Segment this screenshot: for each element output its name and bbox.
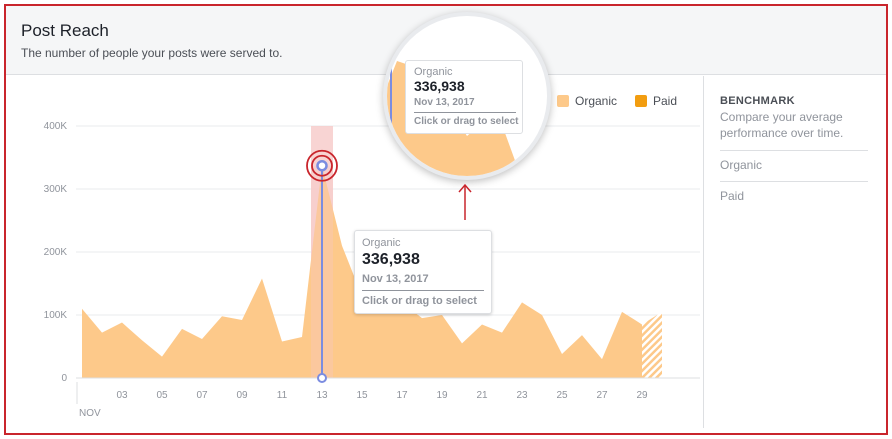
benchmark-title: BENCHMARK [720, 95, 795, 107]
x-tick-label: 25 [556, 390, 568, 401]
organic-swatch [557, 95, 569, 107]
x-tick-label: 17 [396, 390, 408, 401]
data-tooltip: Organic 336,938 Nov 13, 2017 Click or dr… [354, 230, 492, 314]
tooltip-divider [362, 290, 484, 291]
x-tick-label: 13 [316, 390, 328, 401]
y-tick-label: 400K [44, 121, 68, 132]
page-subtitle: The number of people your posts were ser… [21, 46, 283, 60]
y-tick-label: 100K [44, 310, 68, 321]
organic-area-partial [642, 311, 662, 378]
tooltip-series: Organic [362, 237, 401, 249]
magnified-tooltip-hint: Click or drag to select [414, 116, 519, 127]
page-title: Post Reach [21, 21, 109, 40]
x-tick-label: 23 [516, 390, 528, 401]
magnified-tooltip-date: Nov 13, 2017 [414, 97, 475, 108]
tooltip-value: 336,938 [362, 251, 420, 268]
y-tick-label: 0 [61, 373, 67, 384]
legend-label-paid: Paid [653, 94, 678, 108]
marker-point-base [317, 373, 327, 383]
x-tick-label: 05 [156, 390, 168, 401]
legend-label-organic: Organic [575, 94, 618, 108]
x-tick-label: 11 [277, 390, 288, 401]
magnified-tooltip-series: Organic [414, 66, 453, 78]
benchmark-description: Compare your average performance over ti… [720, 110, 844, 140]
y-tick-label: 200K [44, 247, 68, 258]
legend-item-organic[interactable]: Organic [557, 94, 617, 108]
x-tick-label: 27 [596, 390, 608, 401]
paid-swatch [635, 95, 647, 107]
annotation-circle-inner [311, 154, 333, 177]
benchmark-item-paid[interactable]: Paid [720, 189, 745, 203]
x-tick-label: 19 [436, 390, 448, 401]
x-month-label: NOV [79, 408, 101, 419]
x-tick-label: 07 [196, 390, 208, 401]
marker-point-peak [316, 159, 328, 172]
annotation-arrow [458, 183, 472, 220]
benchmark-panel: BENCHMARK Compare your average performan… [703, 76, 886, 428]
y-tick-label: 300K [44, 184, 68, 195]
x-tick-label: 21 [476, 390, 488, 401]
magnified-tooltip-value: 336,938 [414, 78, 465, 94]
x-tick-label: 03 [116, 390, 128, 401]
organic-area [82, 165, 642, 378]
zoom-magnifier: Organic 336,938 Nov 13, 2017 Click or dr… [383, 12, 551, 180]
annotation-circle-outer [306, 149, 338, 182]
benchmark-divider [720, 150, 868, 151]
legend-item-paid[interactable]: Paid [635, 94, 677, 108]
tooltip-hint: Click or drag to select [362, 295, 477, 307]
x-tick-label: 15 [356, 390, 368, 401]
benchmark-item-organic[interactable]: Organic [720, 158, 763, 172]
magnified-tooltip: Organic 336,938 Nov 13, 2017 Click or dr… [405, 60, 523, 134]
tooltip-date: Nov 13, 2017 [362, 273, 429, 285]
magnified-tooltip-divider [414, 112, 516, 113]
benchmark-divider [720, 181, 868, 182]
x-tick-label: 29 [636, 390, 648, 401]
x-tick-label: 09 [236, 390, 248, 401]
